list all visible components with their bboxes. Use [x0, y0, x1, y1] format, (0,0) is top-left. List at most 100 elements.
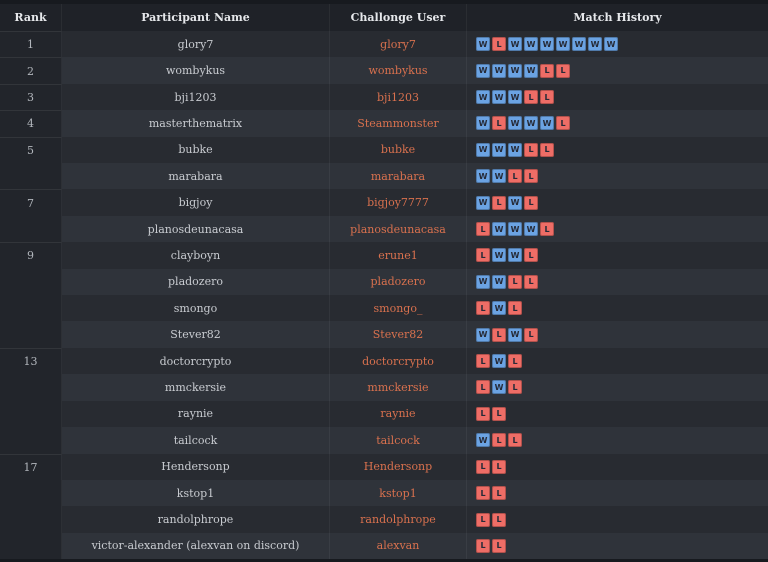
challonge-user-link[interactable]: raynie — [380, 407, 416, 421]
challonge-user-cell: Stever82 — [330, 321, 467, 348]
challonge-user-cell: bigjoy7777 — [330, 189, 467, 216]
challonge-user-link[interactable]: pladozero — [370, 275, 426, 289]
challonge-user-link[interactable]: wombykus — [368, 64, 428, 78]
participant-name: bigjoy — [62, 189, 330, 216]
participant-name: victor-alexander (alexvan on discord) — [62, 532, 330, 560]
rank-cell: 1 — [0, 31, 62, 58]
rank-cell — [0, 400, 62, 428]
win-badge: W — [492, 222, 506, 237]
participant-name: masterthematrix — [62, 110, 330, 137]
challonge-user-link[interactable]: kstop1 — [379, 486, 417, 500]
challonge-user-link[interactable]: marabara — [370, 169, 426, 183]
rank-cell — [0, 321, 62, 348]
challonge-user-link[interactable]: erune1 — [378, 248, 418, 262]
challonge-user-link[interactable]: Steammonster — [357, 116, 439, 130]
win-badge: W — [588, 37, 602, 52]
rank-cell: 2 — [0, 57, 62, 84]
win-badge: W — [540, 116, 554, 131]
loss-badge: L — [508, 169, 522, 184]
loss-badge: L — [476, 512, 490, 527]
challonge-user-link[interactable]: Stever82 — [372, 328, 424, 342]
win-badge: W — [476, 195, 490, 210]
win-badge: W — [604, 37, 618, 52]
participant-name: planosdeunacasa — [62, 215, 330, 243]
column-header-participant: Participant Name — [62, 4, 330, 31]
loss-badge: L — [492, 459, 506, 474]
challonge-user-link[interactable]: bigjoy7777 — [367, 196, 429, 210]
win-badge: W — [492, 380, 506, 395]
loss-badge: L — [476, 248, 490, 263]
challonge-user-link[interactable]: Hendersonp — [363, 460, 433, 474]
win-badge: W — [540, 37, 554, 52]
rank-cell: 17 — [0, 453, 62, 480]
column-header-match-history: Match History — [573, 11, 662, 24]
column-header-rank: Rank — [0, 4, 62, 31]
loss-badge: L — [540, 63, 554, 78]
challonge-user-link[interactable]: alexvan — [376, 539, 420, 553]
challonge-user-link[interactable]: smongo_ — [373, 301, 423, 315]
challonge-user-link[interactable]: tailcock — [376, 433, 420, 447]
win-badge: W — [508, 116, 522, 131]
win-badge: W — [492, 301, 506, 316]
win-badge: W — [476, 274, 490, 289]
challonge-user-link[interactable]: bubke — [380, 143, 416, 157]
challonge-user-link[interactable]: glory7 — [380, 37, 416, 51]
loss-badge: L — [476, 301, 490, 316]
challonge-user-link[interactable]: mmckersie — [367, 380, 429, 394]
rank-cell — [0, 295, 62, 322]
loss-badge: L — [556, 63, 570, 78]
win-badge: W — [492, 142, 506, 157]
win-badge: W — [476, 63, 490, 78]
win-badge: W — [476, 433, 490, 448]
loss-badge: L — [508, 274, 522, 289]
loss-badge: L — [524, 327, 538, 342]
rank-cell: 4 — [0, 110, 62, 137]
win-badge: W — [492, 354, 506, 369]
rank-cell: 9 — [0, 242, 62, 269]
loss-badge: L — [492, 538, 506, 553]
loss-badge: L — [476, 354, 490, 369]
participant-name: randolphrope — [62, 506, 330, 533]
loss-badge: L — [492, 486, 506, 501]
rank-cell: 3 — [0, 83, 62, 111]
loss-badge: L — [556, 116, 570, 131]
rank-cell — [0, 215, 62, 243]
loss-badge: L — [508, 354, 522, 369]
win-badge: W — [508, 222, 522, 237]
participant-name: marabara — [62, 163, 330, 190]
win-badge: W — [524, 222, 538, 237]
challonge-user-cell: bubke — [330, 136, 467, 164]
rank-cell — [0, 374, 62, 401]
challonge-user-link[interactable]: randolphrope — [360, 513, 436, 527]
loss-badge: L — [524, 274, 538, 289]
loss-badge: L — [476, 222, 490, 237]
rank-cell: 13 — [0, 347, 62, 375]
challonge-user-link[interactable]: doctorcrypto — [362, 354, 434, 368]
challonge-user-cell: wombykus — [330, 57, 467, 84]
challonge-user-link[interactable]: bji1203 — [377, 90, 419, 104]
loss-badge: L — [524, 169, 538, 184]
loss-badge: L — [524, 195, 538, 210]
participant-name: Stever82 — [62, 321, 330, 348]
challonge-user-link[interactable]: planosdeunacasa — [350, 222, 446, 236]
win-badge: W — [492, 169, 506, 184]
rank-cell — [0, 268, 62, 296]
